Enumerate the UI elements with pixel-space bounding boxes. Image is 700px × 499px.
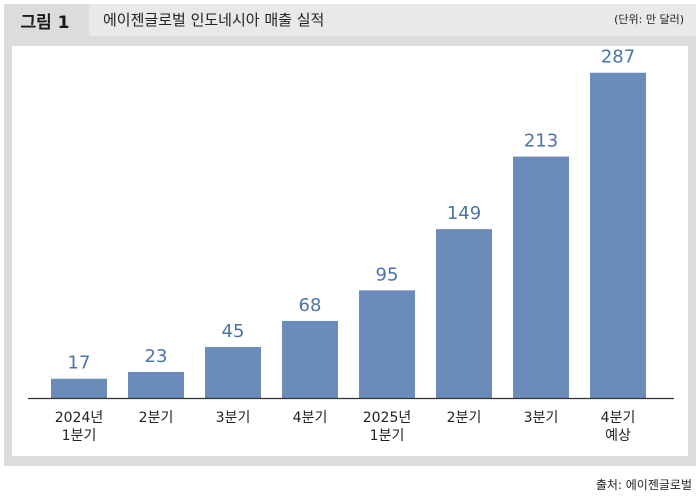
- bar-1: [51, 378, 107, 398]
- chart-panel: 17 2024년 1분기 23 2분기 45 3분기 68 4분기 95 2025년 1분기 149 2분…: [12, 46, 688, 456]
- x-tick-label-4: 4분기: [293, 410, 328, 426]
- data-label-6: 149: [447, 203, 481, 224]
- figure-label: 그림 1: [4, 4, 86, 36]
- x-tick-label-1-line-1: 2024년: [55, 410, 104, 426]
- bar-2: [128, 371, 184, 398]
- x-tick-label-8-line-2: 예상: [605, 428, 631, 444]
- x-tick-label-1-line-2: 1분기: [62, 428, 97, 444]
- x-tick-label-8-line-1: 4분기: [601, 410, 636, 426]
- bar-3: [205, 347, 261, 398]
- chart-title: 에이젠글로벌 인도네시아 매출 실적: [103, 11, 325, 29]
- data-label-1: 17: [68, 353, 91, 374]
- data-label-5: 95: [376, 264, 399, 285]
- unit-label: (단위: 만 달러): [614, 13, 684, 26]
- data-label-7: 213: [524, 131, 558, 152]
- bar-8: [590, 72, 646, 398]
- x-tick-label-3: 3분기: [216, 410, 251, 426]
- source-note: 출처: 에이젠글로벌: [595, 478, 692, 492]
- x-tick-label-2: 2분기: [139, 410, 174, 426]
- x-tick-label-5-line-1: 2025년: [363, 410, 412, 426]
- bar-chart: 17 2024년 1분기 23 2분기 45 3분기 68 4분기 95 2025년 1분기 149 2분…: [28, 47, 674, 444]
- x-tick-label-7: 3분기: [524, 410, 559, 426]
- bar-7: [513, 156, 569, 398]
- x-tick-label-5-line-2: 1분기: [370, 428, 405, 444]
- data-label-3: 45: [222, 321, 245, 342]
- data-label-8: 287: [601, 47, 635, 68]
- title-bar: 에이젠글로벌 인도네시아 매출 실적 (단위: 만 달러): [89, 4, 696, 36]
- bar-6: [436, 229, 492, 398]
- data-label-2: 23: [145, 346, 168, 367]
- data-label-4: 68: [299, 295, 322, 316]
- bar-4: [282, 320, 338, 398]
- x-tick-label-6: 2분기: [447, 410, 482, 426]
- bar-5: [359, 290, 415, 398]
